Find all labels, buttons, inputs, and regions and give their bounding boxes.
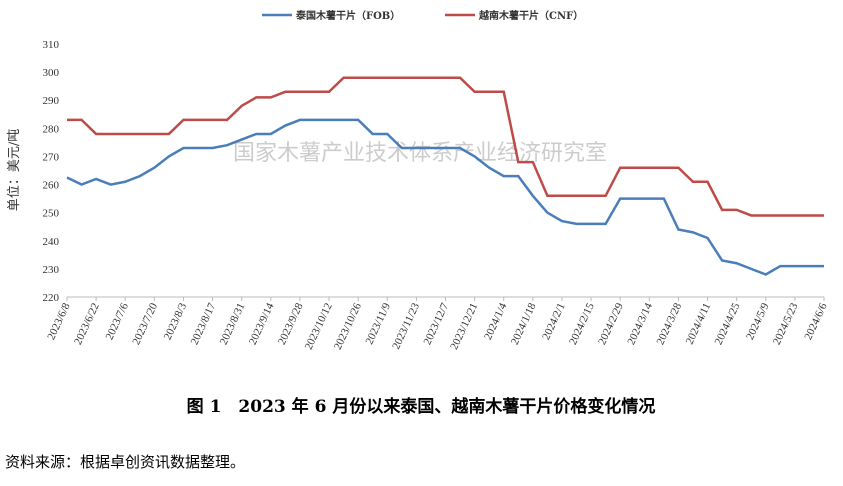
x-tick-label: 2023/8/17 [189,301,219,347]
watermark: 国家木薯产业技术体系产业经济研究室 [233,141,607,166]
y-tick-label: 300 [43,67,60,79]
y-tick-label: 240 [43,236,60,248]
x-tick-label: 2024/3/28 [654,301,684,347]
y-tick-label: 250 [43,208,60,220]
x-tick-label: 2023/12/21 [448,301,480,352]
x-tick-label: 2024/4/25 [713,301,743,347]
x-tick-label: 2023/10/26 [332,301,364,352]
y-tick-label: 310 [43,39,60,51]
x-tick-label: 2023/8/31 [218,301,248,347]
x-tick-label: 2023/11/23 [390,301,422,352]
series-line [66,118,824,276]
y-tick-label: 220 [43,292,60,304]
x-tick-label: 2023/6/22 [72,301,102,347]
y-axis-label: 单位：美元/吨 [7,129,22,211]
x-tick-label: 2023/9/14 [247,301,277,347]
x-tick-label: 2023/8/3 [162,301,190,342]
x-tick-label: 2024/2/29 [596,301,626,347]
x-tick-label: 2024/5/9 [744,301,772,342]
x-tick-label: 2023/12/7 [421,301,451,347]
x-tick-label: 2023/10/12 [303,301,335,352]
y-tick-label: 280 [43,123,60,135]
x-tick-label: 2023/7/6 [104,301,132,342]
legend-label: 泰国木薯干片（FOB） [295,9,400,22]
legend-label: 越南木薯干片（CNF） [478,9,583,22]
x-tick-label: 2024/4/11 [684,301,714,346]
x-tick-label: 2024/6/6 [802,301,830,342]
x-tick-label: 2023/6/8 [45,301,73,342]
x-tick-label: 2024/2/15 [567,301,597,347]
x-tick-label: 2024/1/4 [482,301,510,342]
x-tick-label: 2024/1/18 [509,301,539,347]
x-tick-label: 2023/11/9 [363,301,393,347]
y-tick-label: 290 [43,95,60,107]
x-tick-label: 2023/7/20 [130,301,160,347]
caption: 图 1 2023 年 6 月份以来泰国、越南木薯干片价格变化情况 [187,396,656,417]
y-tick-label: 230 [43,264,60,276]
y-tick-label: 260 [43,180,60,192]
series-line [67,76,824,217]
y-tick-label: 270 [43,151,60,163]
x-tick-label: 2023/9/28 [276,301,306,347]
source: 资料来源：根据卓创资讯数据整理。 [5,453,245,471]
x-tick-label: 2024/5/23 [771,301,801,347]
x-tick-label: 2024/2/1 [540,301,567,342]
x-tick-label: 2024/3/14 [625,301,655,347]
